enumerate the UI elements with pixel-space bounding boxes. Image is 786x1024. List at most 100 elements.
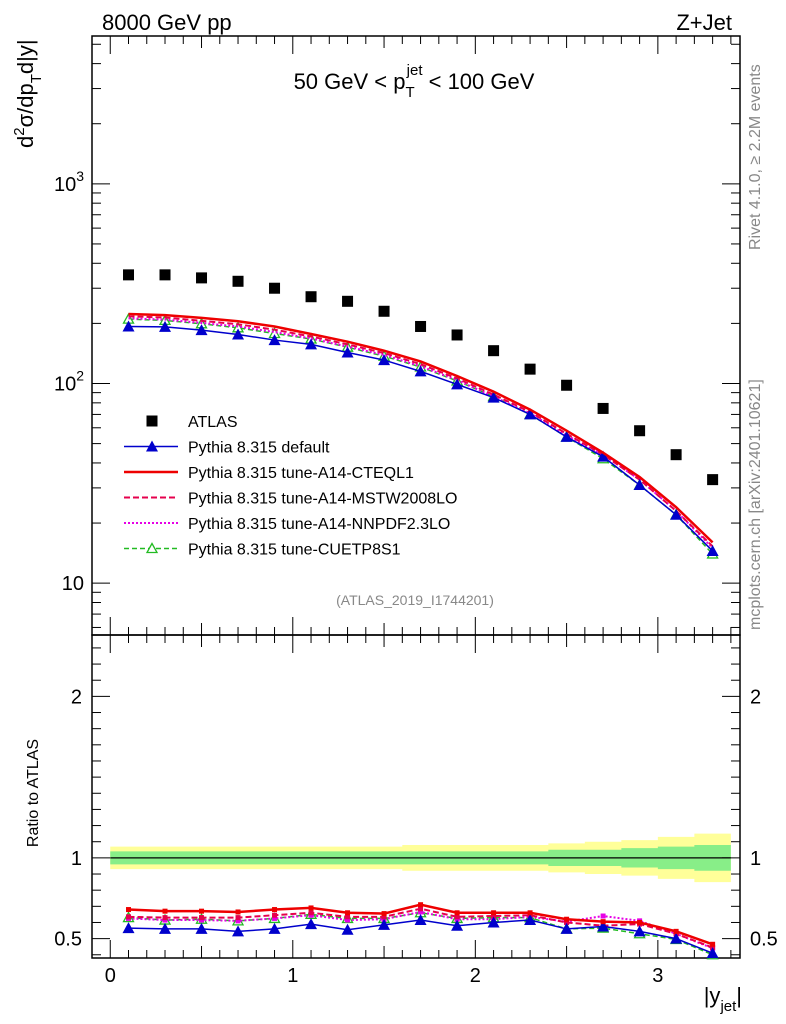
ratio-y-tick-label-right: 0.5 (750, 929, 778, 951)
main-y-tick-label: 102 (54, 367, 84, 395)
ratio-point-cteql1 (454, 910, 460, 916)
ratio-point-cteql1 (199, 908, 205, 914)
atlas-data-point (159, 269, 171, 281)
mcplots-reference-label: mcplots.cern.ch [arXiv:2401.10621] (747, 379, 764, 630)
ratio-point-mstw (418, 906, 424, 912)
ratio-point-mstw (235, 915, 241, 921)
x-tick-label: 0 (105, 965, 116, 987)
x-tick-label: 3 (652, 965, 663, 987)
ratio-panel: Ratio to ATLAS |yjet| 0.5 0.5 1 1 2 2 0 1 2 3 (25, 634, 778, 1015)
ratio-point-default (195, 922, 208, 934)
legend-label-nnpdf: Pythia 8.315 tune-A14-NNPDF2.3LO (188, 516, 450, 533)
atlas-data-point (269, 282, 281, 294)
ratio-point-cteql1 (710, 941, 716, 947)
ratio-y-tick-label-left: 1 (71, 848, 82, 870)
atlas-data-point (670, 449, 682, 461)
atlas-data-point (597, 402, 609, 414)
ratio-point-default (670, 932, 683, 944)
main-line-cteql1 (128, 312, 714, 544)
main-point-default (706, 544, 719, 556)
ratio-point-mstw (126, 914, 132, 920)
legend-marker-atlas (146, 415, 158, 427)
ratio-point-cteql1 (600, 919, 606, 925)
rivet-version-label: Rivet 4.1.0, ≥ 2.2M events (747, 64, 764, 250)
x-axis-label: |yjet| (704, 983, 742, 1015)
ratio-point-nnpdf (235, 918, 241, 924)
ratio-point-default (378, 918, 391, 930)
ratio-point-cteql1 (162, 908, 168, 914)
main-point-default (597, 450, 610, 462)
legend-label-default: Pythia 8.315 default (188, 440, 330, 457)
main-point-default (122, 320, 135, 332)
title-sub: T (405, 84, 414, 101)
main-y-tick-label: 103 (54, 168, 84, 196)
ratio-point-nnpdf (345, 917, 351, 923)
atlas-data-point (415, 320, 427, 332)
ylabel-subT: T (28, 74, 45, 83)
title-sup: jet (406, 62, 424, 79)
xlabel-pre: |y (704, 983, 721, 1008)
title-pre: 50 GeV < p (294, 69, 406, 94)
ylabel-sup2: 2 (11, 127, 28, 135)
xlabel-post: | (736, 983, 742, 1008)
ratio-point-cteql1 (527, 910, 533, 916)
atlas-data-point (561, 379, 573, 391)
ratio-point-default (451, 919, 464, 931)
ratio-point-mstw (564, 919, 570, 925)
ratio-point-default (414, 914, 427, 926)
ratio-point-default (597, 920, 610, 932)
atlas-data-point (488, 345, 500, 357)
ratio-y-tick-label-right: 2 (750, 686, 761, 708)
ratio-point-default (305, 918, 318, 930)
ratio-point-nnpdf (272, 915, 278, 921)
ylabel-rest: d|y| (13, 39, 38, 74)
ratio-point-cteql1 (308, 905, 314, 911)
atlas-data-point (123, 269, 135, 281)
legend-label-mstw: Pythia 8.315 tune-A14-MSTW2008LO (188, 491, 457, 508)
atlas-data-point (232, 275, 244, 287)
ratio-point-nnpdf (600, 913, 606, 919)
ratio-point-cteql1 (272, 907, 278, 913)
main-point-default (305, 338, 318, 350)
ratio-point-default (706, 947, 719, 959)
ratio-point-cteql1 (235, 909, 241, 915)
ratio-point-default (341, 923, 354, 935)
main-point-default (159, 320, 172, 332)
ratio-point-mstw (308, 910, 314, 916)
ratio-point-cteql1 (564, 916, 570, 922)
main-point-default (232, 328, 245, 340)
process-label: Z+Jet (676, 10, 732, 35)
ratio-point-mstw (491, 913, 497, 919)
main-panel: 50 GeV < pTjet < 100 GeV d2σ/dpTd|y| (AT… (11, 35, 741, 636)
collision-label: 8000 GeV pp (102, 10, 232, 35)
ratio-point-cteql1 (418, 902, 424, 908)
ratio-point-cteql1 (491, 910, 497, 916)
ratio-point-cteql1 (637, 919, 643, 925)
ratio-point-default (633, 925, 646, 937)
ratio-point-mstw (162, 915, 168, 921)
ratio-y-tick-label-left: 2 (71, 686, 82, 708)
main-point-default (670, 508, 683, 520)
analysis-tag: (ATLAS_2019_I1744201) (336, 592, 494, 608)
main-point-default (341, 346, 354, 358)
ratio-point-mstw (345, 914, 351, 920)
atlas-data-point (524, 363, 536, 375)
ratio-point-default (232, 925, 245, 937)
ratio-point-mstw (454, 914, 460, 920)
ratio-y-axis-label: Ratio to ATLAS (25, 739, 42, 847)
ratio-y-tick-label-left: 0.5 (54, 929, 82, 951)
x-tick-label: 1 (287, 965, 298, 987)
atlas-data-point (342, 295, 354, 307)
main-point-default (524, 408, 537, 420)
atlas-data-point (196, 272, 208, 284)
ratio-frame (91, 634, 741, 959)
main-point-default (414, 365, 427, 377)
ratio-point-default (268, 922, 281, 934)
ylabel-sigma: σ/dp (13, 83, 38, 127)
legend-label-atlas: ATLAS (188, 414, 238, 431)
ratio-point-mstw (272, 912, 278, 918)
ratio-point-cteql1 (345, 910, 351, 916)
main-point-default (451, 378, 464, 390)
main-point-default (378, 354, 391, 366)
